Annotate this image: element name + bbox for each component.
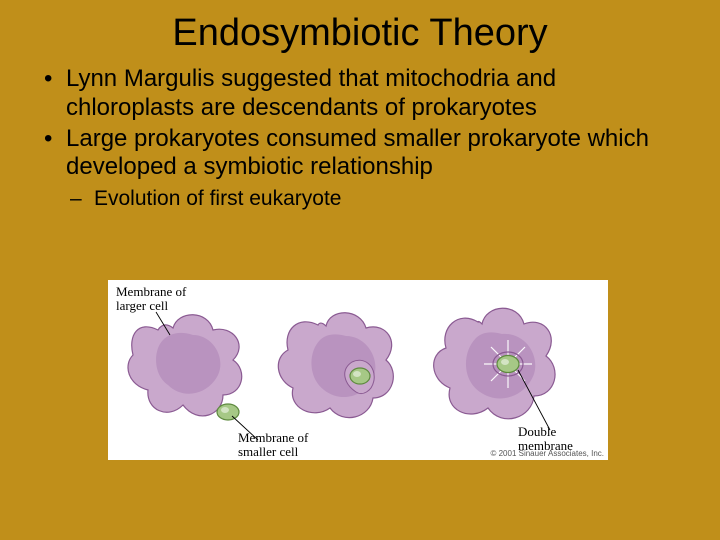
slide-title: Endosymbiotic Theory bbox=[30, 12, 690, 55]
bullet-item-1: Lynn Margulis suggested that mitochodria… bbox=[66, 65, 690, 123]
sub-bullet-1: Evolution of first eukaryote bbox=[66, 186, 690, 211]
endosymbiosis-diagram: Membrane of larger cell Membrane of smal… bbox=[108, 280, 608, 460]
cell-stage-2 bbox=[278, 313, 393, 418]
bullet-item-2-text: Large prokaryotes consumed smaller proka… bbox=[66, 125, 649, 181]
slide: Endosymbiotic Theory Lynn Margulis sugge… bbox=[0, 0, 720, 540]
figure-copyright: © 2001 Sinauer Associates, Inc. bbox=[490, 449, 604, 458]
sub-list: Evolution of first eukaryote bbox=[66, 186, 690, 211]
label-large-cell: Membrane of larger cell bbox=[116, 284, 190, 313]
diagram-svg: Membrane of larger cell Membrane of smal… bbox=[108, 280, 608, 460]
bullet-list: Lynn Margulis suggested that mitochodria… bbox=[30, 65, 690, 211]
cell-stage-1 bbox=[128, 315, 242, 420]
cell-stage-3 bbox=[434, 308, 555, 419]
label-small-cell: Membrane of smaller cell bbox=[238, 430, 312, 459]
bullet-item-2: Large prokaryotes consumed smaller proka… bbox=[66, 125, 690, 212]
